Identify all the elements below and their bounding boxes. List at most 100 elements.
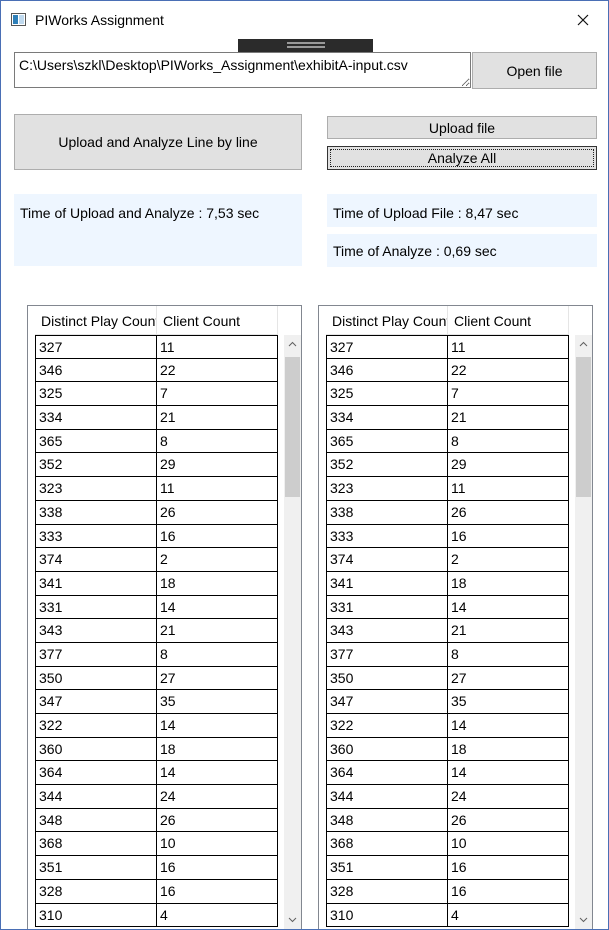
cell-distinct-play-count[interactable]: 333 bbox=[35, 524, 157, 549]
file-path-input[interactable] bbox=[14, 52, 471, 88]
table-row[interactable]: 377 8 bbox=[326, 642, 569, 667]
table-row[interactable]: 350 27 bbox=[35, 666, 278, 691]
cell-distinct-play-count[interactable]: 374 bbox=[326, 548, 448, 572]
cell-client-count[interactable]: 35 bbox=[157, 690, 278, 714]
open-file-button[interactable]: Open file bbox=[472, 52, 597, 89]
table-row[interactable]: 343 21 bbox=[35, 619, 278, 643]
cell-distinct-play-count[interactable]: 347 bbox=[326, 690, 448, 714]
analyze-all-button[interactable]: Analyze All bbox=[327, 146, 597, 170]
cell-client-count[interactable]: 27 bbox=[448, 666, 569, 691]
cell-distinct-play-count[interactable]: 352 bbox=[326, 453, 448, 478]
cell-client-count[interactable]: 26 bbox=[448, 500, 569, 525]
cell-client-count[interactable]: 16 bbox=[157, 879, 278, 904]
chevron-down-icon[interactable] bbox=[284, 911, 301, 928]
cell-client-count[interactable]: 26 bbox=[448, 808, 569, 833]
cell-client-count[interactable]: 8 bbox=[448, 429, 569, 454]
cell-client-count[interactable]: 16 bbox=[448, 524, 569, 549]
cell-client-count[interactable]: 14 bbox=[157, 714, 278, 738]
vertical-scrollbar[interactable] bbox=[284, 335, 301, 929]
table-row[interactable]: 325 7 bbox=[35, 382, 278, 407]
table-row[interactable]: 347 35 bbox=[326, 690, 569, 714]
cell-distinct-play-count[interactable]: 351 bbox=[35, 856, 157, 880]
table-row[interactable]: 343 21 bbox=[326, 619, 569, 643]
table-row[interactable]: 328 16 bbox=[35, 879, 278, 904]
cell-distinct-play-count[interactable]: 350 bbox=[35, 666, 157, 691]
cell-distinct-play-count[interactable]: 323 bbox=[326, 477, 448, 501]
table-row[interactable]: 352 29 bbox=[35, 453, 278, 478]
cell-client-count[interactable]: 4 bbox=[448, 903, 569, 928]
cell-distinct-play-count[interactable]: 360 bbox=[326, 737, 448, 762]
table-row[interactable]: 333 16 bbox=[35, 524, 278, 549]
cell-distinct-play-count[interactable]: 350 bbox=[326, 666, 448, 691]
cell-distinct-play-count[interactable]: 346 bbox=[326, 358, 448, 383]
drag-grip-handle[interactable] bbox=[238, 39, 373, 52]
title-bar[interactable]: PIWorks Assignment bbox=[1, 1, 608, 39]
cell-client-count[interactable]: 2 bbox=[157, 548, 278, 572]
analyze-all-results-grid[interactable]: Distinct Play Count Client Count 327 11 34… bbox=[318, 305, 593, 929]
table-row[interactable]: 364 14 bbox=[35, 761, 278, 786]
cell-client-count[interactable]: 14 bbox=[448, 595, 569, 620]
cell-client-count[interactable]: 11 bbox=[157, 335, 278, 359]
table-row[interactable]: 341 18 bbox=[326, 571, 569, 596]
cell-distinct-play-count[interactable]: 333 bbox=[326, 524, 448, 549]
cell-distinct-play-count[interactable]: 327 bbox=[326, 335, 448, 359]
table-row[interactable]: 374 2 bbox=[35, 548, 278, 572]
table-row[interactable]: 331 14 bbox=[326, 595, 569, 620]
table-row[interactable]: 351 16 bbox=[35, 856, 278, 880]
table-row[interactable]: 368 10 bbox=[326, 832, 569, 857]
table-row[interactable]: 325 7 bbox=[326, 382, 569, 407]
cell-distinct-play-count[interactable]: 310 bbox=[35, 903, 157, 928]
cell-client-count[interactable]: 7 bbox=[157, 382, 278, 407]
table-row[interactable]: 327 11 bbox=[326, 335, 569, 359]
cell-distinct-play-count[interactable]: 331 bbox=[35, 595, 157, 620]
cell-distinct-play-count[interactable]: 334 bbox=[326, 406, 448, 430]
table-row[interactable]: 364 14 bbox=[326, 761, 569, 786]
table-row[interactable]: 310 4 bbox=[35, 903, 278, 928]
cell-client-count[interactable]: 10 bbox=[157, 832, 278, 857]
close-icon[interactable] bbox=[568, 7, 598, 33]
table-row[interactable]: 348 26 bbox=[35, 808, 278, 833]
cell-client-count[interactable]: 8 bbox=[448, 642, 569, 667]
cell-distinct-play-count[interactable]: 334 bbox=[35, 406, 157, 430]
table-row[interactable]: 331 14 bbox=[35, 595, 278, 620]
upload-file-button[interactable]: Upload file bbox=[327, 116, 597, 139]
column-header-client-count[interactable]: Client Count bbox=[157, 306, 278, 335]
cell-distinct-play-count[interactable]: 347 bbox=[35, 690, 157, 714]
cell-distinct-play-count[interactable]: 325 bbox=[35, 382, 157, 407]
table-row[interactable]: 348 26 bbox=[326, 808, 569, 833]
cell-client-count[interactable]: 14 bbox=[157, 761, 278, 786]
cell-client-count[interactable]: 21 bbox=[157, 406, 278, 430]
cell-client-count[interactable]: 26 bbox=[157, 808, 278, 833]
table-row[interactable]: 347 35 bbox=[35, 690, 278, 714]
cell-distinct-play-count[interactable]: 322 bbox=[35, 714, 157, 738]
table-row[interactable]: 333 16 bbox=[326, 524, 569, 549]
cell-client-count[interactable]: 18 bbox=[448, 571, 569, 596]
column-header-distinct-play-count[interactable]: Distinct Play Count bbox=[35, 306, 157, 335]
table-row[interactable]: 344 24 bbox=[326, 785, 569, 809]
chevron-up-icon[interactable] bbox=[575, 335, 592, 352]
table-row[interactable]: 365 8 bbox=[326, 429, 569, 454]
cell-client-count[interactable]: 11 bbox=[448, 477, 569, 501]
chevron-up-icon[interactable] bbox=[284, 335, 301, 352]
cell-client-count[interactable]: 29 bbox=[448, 453, 569, 478]
table-row[interactable]: 341 18 bbox=[35, 571, 278, 596]
cell-distinct-play-count[interactable]: 325 bbox=[326, 382, 448, 407]
cell-client-count[interactable]: 18 bbox=[157, 571, 278, 596]
cell-distinct-play-count[interactable]: 323 bbox=[35, 477, 157, 501]
cell-distinct-play-count[interactable]: 368 bbox=[326, 832, 448, 857]
cell-client-count[interactable]: 16 bbox=[448, 856, 569, 880]
table-row[interactable]: 374 2 bbox=[326, 548, 569, 572]
cell-distinct-play-count[interactable]: 341 bbox=[326, 571, 448, 596]
cell-distinct-play-count[interactable]: 328 bbox=[326, 879, 448, 904]
table-row[interactable]: 323 11 bbox=[35, 477, 278, 501]
cell-client-count[interactable]: 26 bbox=[157, 500, 278, 525]
cell-client-count[interactable]: 22 bbox=[157, 358, 278, 383]
cell-client-count[interactable]: 24 bbox=[448, 785, 569, 809]
cell-distinct-play-count[interactable]: 327 bbox=[35, 335, 157, 359]
cell-client-count[interactable]: 29 bbox=[157, 453, 278, 478]
table-row[interactable]: 346 22 bbox=[326, 358, 569, 383]
table-row[interactable]: 334 21 bbox=[35, 406, 278, 430]
chevron-down-icon[interactable] bbox=[575, 911, 592, 928]
cell-client-count[interactable]: 14 bbox=[448, 761, 569, 786]
cell-client-count[interactable]: 11 bbox=[448, 335, 569, 359]
